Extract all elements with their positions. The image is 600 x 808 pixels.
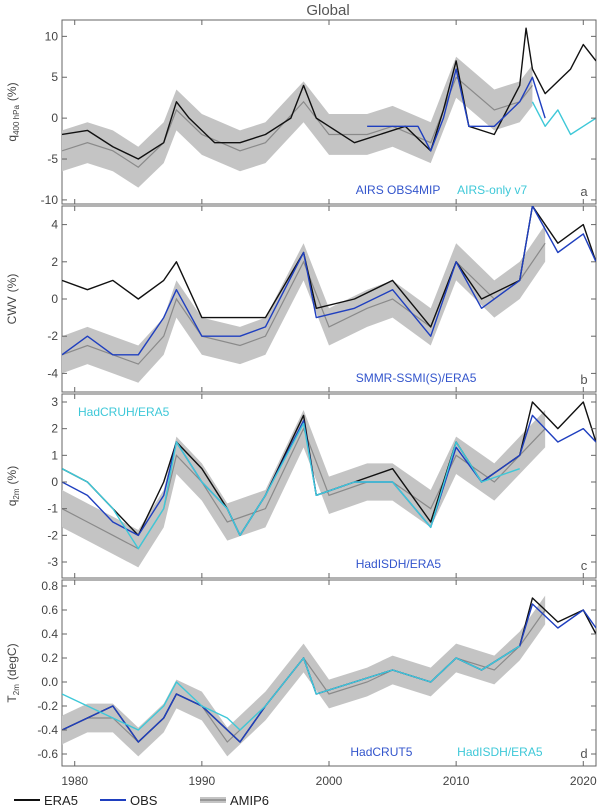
plot-area bbox=[62, 206, 596, 383]
panel-letter: c bbox=[581, 558, 588, 573]
plot-area bbox=[62, 401, 596, 568]
y-axis-label-unit: (degC) bbox=[5, 643, 19, 680]
series-line-obs2 bbox=[62, 645, 521, 731]
y-tick-label: 3 bbox=[51, 395, 58, 409]
y-tick-label: 0.4 bbox=[41, 627, 58, 641]
y-axis-label-unit: (%) bbox=[5, 274, 19, 293]
x-tick-label: 2010 bbox=[443, 774, 470, 788]
y-tick-label: 0.0 bbox=[41, 675, 58, 689]
y-tick-label: 5 bbox=[51, 70, 58, 84]
y-tick-label: 0.8 bbox=[41, 579, 58, 593]
y-tick-label: 0 bbox=[51, 292, 58, 306]
legend-label: OBS bbox=[130, 793, 158, 808]
x-tick-label: 2020 bbox=[570, 774, 597, 788]
series-line-obs2 bbox=[531, 101, 596, 136]
panel-annotation: HadISDH/ERA5 bbox=[356, 557, 442, 571]
y-axis-label-main: q bbox=[5, 500, 19, 507]
y-axis-label: CWV (%) bbox=[5, 274, 19, 325]
y-axis-label-sub: 2m bbox=[12, 684, 21, 695]
figure-title: Global bbox=[306, 2, 349, 19]
y-tick-label: 0 bbox=[51, 111, 58, 125]
panel-c: -3 -2 -1 0 1 2 3 q2m (%) HadCRUH/ERA5 HadISDH/ERA5… bbox=[5, 393, 597, 579]
panel-annotation: AIRS OBS4MIP bbox=[356, 183, 441, 197]
panel-annotation: HadISDH/ERA5 bbox=[457, 745, 543, 759]
series-band-amip6 bbox=[62, 595, 546, 757]
y-axis-label: q400 hPa (%) bbox=[5, 82, 21, 141]
series-line-amip6 bbox=[62, 242, 546, 365]
series-line-amip6 bbox=[62, 427, 546, 550]
y-tick-label: -0.2 bbox=[37, 699, 58, 713]
y-tick-label: 0.2 bbox=[41, 651, 58, 665]
y-tick-label: 10 bbox=[45, 29, 59, 43]
panel-annotation: HadCRUT5 bbox=[350, 745, 412, 759]
y-axis-label: T2m (degC) bbox=[5, 643, 21, 702]
y-tick-label: -2 bbox=[47, 528, 58, 542]
series-band-amip6 bbox=[62, 224, 546, 383]
y-axis-label-sub: 2m bbox=[12, 488, 21, 499]
panel-annotation: HadCRUH/ERA5 bbox=[78, 405, 170, 419]
panel-b: -4 -2 0 2 4 CWV (%) SMMR-SSMI(S)/ERA5 b bbox=[5, 205, 597, 393]
panel-annotation: SMMR-SSMI(S)/ERA5 bbox=[356, 371, 477, 385]
legend-label: ERA5 bbox=[44, 793, 78, 808]
y-tick-label: 0 bbox=[51, 475, 58, 489]
y-axis-label: q2m (%) bbox=[5, 466, 21, 506]
y-tick-label: 0.6 bbox=[41, 603, 58, 617]
x-tick-label: 1980 bbox=[61, 774, 88, 788]
plot-area bbox=[62, 27, 596, 188]
y-axis-label-unit: (%) bbox=[5, 466, 19, 485]
series-line-obs bbox=[62, 206, 596, 356]
y-axis-label-main: T bbox=[5, 695, 19, 703]
x-tick-label: 2000 bbox=[316, 774, 343, 788]
legend: ERA5 OBS AMIP6 bbox=[14, 793, 269, 808]
y-tick-label: -2 bbox=[47, 329, 58, 343]
x-axis: 1980 1990 2000 2010 2020 bbox=[61, 774, 597, 788]
y-tick-label: 2 bbox=[51, 422, 58, 436]
y-tick-label: -0.4 bbox=[37, 723, 58, 737]
series-line-era5 bbox=[62, 27, 596, 160]
y-tick-label: 2 bbox=[51, 255, 58, 269]
y-tick-label: -1 bbox=[47, 502, 58, 516]
panel-annotation: AIRS-only v7 bbox=[457, 183, 527, 197]
panel-a: -10 -5 0 5 10 q400 hPa (%) AIRS OBS4MIP AIRS-onl… bbox=[5, 19, 597, 207]
y-tick-label: 4 bbox=[51, 218, 58, 232]
y-tick-label: -3 bbox=[47, 555, 58, 569]
y-axis-label-main: q bbox=[5, 135, 19, 142]
series-line-obs2 bbox=[62, 422, 520, 550]
legend-label: AMIP6 bbox=[230, 793, 269, 808]
y-tick-label: 1 bbox=[51, 448, 58, 462]
y-tick-label: -0.6 bbox=[37, 747, 58, 761]
y-tick-label: -5 bbox=[47, 152, 58, 166]
plot-area bbox=[62, 595, 596, 757]
y-tick-label: -4 bbox=[47, 366, 58, 380]
y-axis-label-unit: (%) bbox=[5, 82, 19, 101]
panel-d: -0.6 -0.4 -0.2 0.0 0.2 0.4 0.6 0.8 T2m (degC) HadC… bbox=[5, 579, 597, 767]
x-tick-label: 1990 bbox=[189, 774, 216, 788]
panel-letter: b bbox=[580, 372, 587, 387]
y-axis-label-sub: 400 hPa bbox=[12, 105, 21, 135]
panel-letter: a bbox=[580, 184, 588, 199]
series-band-amip6 bbox=[62, 56, 533, 188]
panel-letter: d bbox=[580, 746, 587, 761]
series-line-obs bbox=[367, 68, 546, 152]
y-tick-label: -10 bbox=[41, 193, 59, 207]
y-axis-label-main: CWV bbox=[5, 296, 19, 324]
